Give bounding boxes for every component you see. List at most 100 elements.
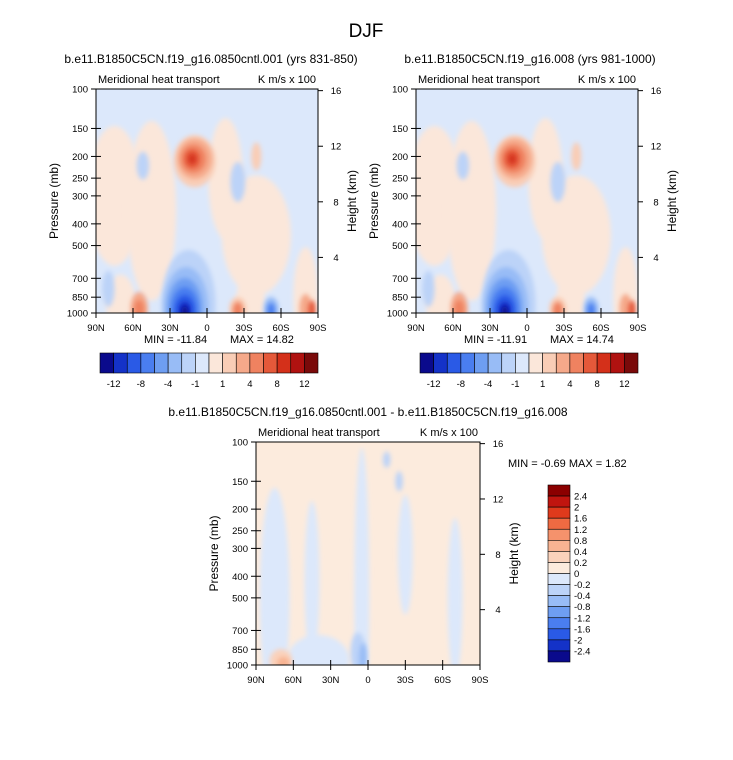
contour-region — [587, 303, 595, 313]
colorbar-box — [263, 352, 278, 374]
contour-region — [571, 142, 582, 171]
colorbar-label: -1.2 — [574, 613, 590, 624]
height-tick-label: 8 — [653, 197, 658, 208]
page-title: DJF — [349, 21, 384, 42]
contour-region — [422, 270, 435, 307]
colorbar-box — [290, 352, 305, 374]
pressure-tick-label: 1000 — [67, 309, 88, 320]
lat-tick-label: 0 — [204, 323, 209, 334]
panel-left-string: Meridional heat transport — [98, 74, 220, 86]
colorbar-box — [528, 352, 543, 374]
min-label: MIN = -11.84 — [144, 334, 207, 346]
pressure-tick-label: 300 — [392, 191, 408, 202]
height-tick-label: 4 — [495, 605, 500, 616]
contour-region — [304, 500, 320, 661]
contour-region — [397, 494, 413, 615]
colorbar-label: -2 — [574, 635, 582, 646]
lat-tick-label: 90N — [407, 323, 425, 334]
colorbar-label: 0.4 — [574, 547, 587, 558]
contour-field — [96, 89, 318, 313]
colorbar-box — [547, 484, 571, 497]
colorbar-box — [547, 628, 571, 641]
colorbar-box — [249, 352, 264, 374]
colorbar-label: -0.4 — [574, 591, 590, 602]
contour-region — [550, 161, 566, 202]
height-tick-label: 4 — [333, 253, 338, 264]
colorbar-label: 0 — [574, 569, 579, 580]
contour-region — [456, 151, 470, 180]
pressure-tick-label: 100 — [72, 85, 88, 96]
panel-left-string: Meridional heat transport — [258, 427, 380, 439]
lat-tick-label: 0 — [524, 323, 529, 334]
colorbar-box — [583, 352, 598, 374]
min-label: MIN = -11.91 — [464, 334, 527, 346]
pressure-tick-label: 850 — [392, 293, 408, 304]
pressure-tick-label: 1000 — [227, 661, 248, 672]
height-tick-label: 12 — [331, 142, 342, 153]
max-label: MAX = 14.82 — [230, 334, 294, 346]
colorbar-box — [547, 617, 571, 630]
lat-tick-label: 30S — [397, 675, 414, 686]
lat-tick-label: 0 — [365, 675, 370, 686]
pressure-tick-label: 700 — [392, 274, 408, 285]
colorbar-box — [167, 352, 183, 374]
contour-region — [102, 270, 115, 307]
pressure-tick-label: 150 — [72, 124, 88, 135]
height-tick-label: 12 — [493, 494, 504, 505]
pressure-tick-label: 100 — [392, 85, 408, 96]
colorbar-label: 12 — [619, 379, 630, 390]
height-tick-label: 8 — [333, 197, 338, 208]
height-tick-label: 16 — [493, 439, 504, 450]
pressure-tick-label: 200 — [72, 152, 88, 163]
colorbar-box — [542, 352, 557, 374]
contour-region — [454, 300, 465, 313]
height-tick-label: 16 — [331, 86, 342, 97]
contour-region — [230, 161, 246, 202]
panel-run-008: 100 150 200 250 300 400 500 700 850 1000 16 12 8 4 90N… — [367, 52, 679, 390]
height-tick-label: 4 — [653, 253, 658, 264]
colorbar-box — [547, 551, 571, 563]
pressure-tick-label: 200 — [232, 505, 248, 516]
pressure-tick-label: 250 — [392, 174, 408, 185]
colorbar-box — [433, 352, 448, 374]
colorbar-box — [547, 506, 571, 519]
contour-region — [382, 451, 391, 468]
colorbar-box — [610, 352, 625, 374]
lat-tick-label: 30S — [236, 323, 253, 334]
contour-field — [256, 442, 480, 665]
colorbar-label: 0.8 — [574, 536, 587, 547]
y-axis-label: Pressure (mb) — [207, 515, 221, 591]
lat-tick-label: 90S — [310, 323, 327, 334]
contour-region — [136, 151, 150, 180]
contour-region — [359, 642, 367, 665]
panel-right-string: K m/s x 100 — [578, 74, 636, 86]
colorbar-label: 4 — [567, 379, 572, 390]
colorbar-box — [154, 352, 169, 374]
colorbar-box — [547, 584, 571, 596]
colorbar-label: -8 — [137, 379, 145, 390]
colorbar-box — [547, 517, 571, 530]
colorbar-box — [276, 352, 292, 374]
panel-title: b.e11.B1850C5CN.f19_g16.0850cntl.001 - b… — [168, 405, 568, 419]
colorbar-box — [547, 606, 571, 619]
colorbar-box — [515, 352, 530, 374]
lat-tick-label: 30N — [481, 323, 499, 334]
contour-region — [287, 635, 350, 665]
colorbar-box — [474, 352, 489, 374]
panel-right-string: K m/s x 100 — [420, 427, 478, 439]
colorbar-label: 8 — [274, 379, 279, 390]
lat-tick-label: 90S — [472, 675, 489, 686]
min-max-label: MIN = -0.69 MAX = 1.82 — [508, 458, 627, 470]
colorbar-label: 1.6 — [574, 514, 587, 525]
contour-cold-core — [501, 306, 508, 313]
pressure-tick-label: 500 — [392, 241, 408, 252]
colorbar-box — [547, 540, 571, 552]
colorbar-label: 2.4 — [574, 492, 587, 503]
pressure-tick-label: 500 — [72, 241, 88, 252]
pressure-tick-label: 100 — [232, 438, 248, 449]
colorbar-label: -0.8 — [574, 602, 590, 613]
pressure-tick-label: 200 — [392, 152, 408, 163]
colorbar-box — [547, 650, 571, 663]
colorbar-box — [596, 352, 612, 374]
